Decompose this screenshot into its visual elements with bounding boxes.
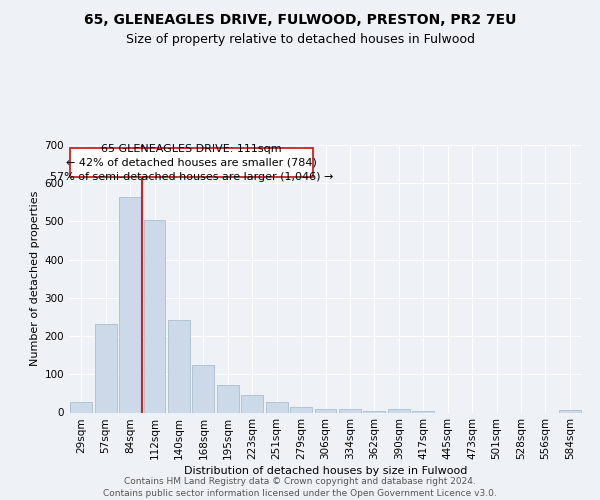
Bar (339, 408, 361, 412)
Bar (241, 396, 263, 412)
X-axis label: Distribution of detached houses by size in Fulwood: Distribution of detached houses by size … (184, 466, 467, 476)
Text: Size of property relative to detached houses in Fulwood: Size of property relative to detached ho… (125, 32, 475, 46)
Bar (95, 324, 116, 412)
Bar (266, 402, 287, 412)
Bar (143, 220, 166, 412)
Bar (119, 196, 141, 412)
Bar (559, 410, 581, 412)
Bar (193, 364, 214, 412)
Y-axis label: Number of detached properties: Number of detached properties (31, 191, 40, 366)
Bar (217, 385, 239, 412)
FancyBboxPatch shape (70, 148, 313, 178)
Text: 65 GLENEAGLES DRIVE: 111sqm
← 42% of detached houses are smaller (784)
57% of se: 65 GLENEAGLES DRIVE: 111sqm ← 42% of det… (50, 144, 334, 182)
Text: Contains HM Land Registry data © Crown copyright and database right 2024.: Contains HM Land Registry data © Crown c… (124, 477, 476, 486)
Bar (412, 410, 434, 412)
Bar (290, 407, 312, 412)
Bar (314, 408, 337, 412)
Text: Contains public sector information licensed under the Open Government Licence v3: Contains public sector information licen… (103, 488, 497, 498)
Bar (388, 409, 410, 412)
Bar (168, 320, 190, 412)
Text: 65, GLENEAGLES DRIVE, FULWOOD, PRESTON, PR2 7EU: 65, GLENEAGLES DRIVE, FULWOOD, PRESTON, … (84, 12, 516, 26)
Bar (70, 402, 92, 412)
Bar (364, 410, 385, 412)
